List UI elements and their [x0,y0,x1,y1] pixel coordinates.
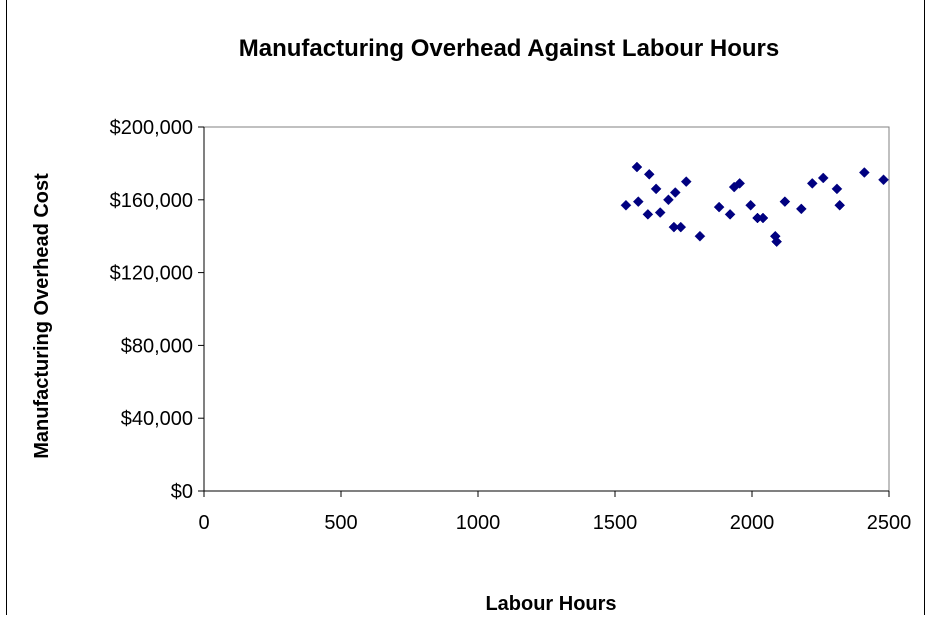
y-tick-label: $80,000 [121,335,193,357]
data-point [663,194,674,206]
x-tick-label: 500 [324,512,357,534]
plot-area-border [203,126,890,492]
chart-frame: Manufacturing Overhead Against Labour Ho… [6,0,925,615]
plot-area [203,126,890,492]
data-point [858,167,870,178]
y-tick-label: $160,000 [110,190,193,212]
data-point [650,183,662,195]
data-point [724,209,736,220]
x-tick-label: 2000 [730,512,775,534]
y-axis-title: Manufacturing Overhead Cost [31,173,53,459]
data-point [713,201,725,213]
data-point [745,199,756,211]
scatter-chart: Manufacturing Overhead Against Labour Ho… [31,35,912,615]
y-axis: $0 $40,000 $80,000 $120,000 $160,000 $200,000 [110,117,205,503]
data-point [632,196,644,207]
x-axis-title: Labour Hours [485,593,616,615]
x-tick-label: 0 [198,512,209,534]
x-tick-label: 1000 [456,512,501,534]
data-point [779,196,791,207]
data-point [834,199,846,211]
data-point [757,212,769,224]
data-point [631,161,643,173]
y-tick-label: $40,000 [121,408,193,430]
data-point [795,203,807,215]
data-point [643,168,655,180]
data-point [806,178,818,189]
data-point [680,176,692,187]
x-tick-label: 2500 [867,512,912,534]
data-point [675,221,687,233]
data-point [642,209,654,220]
data-point [620,199,632,211]
data-points [620,161,889,248]
data-point [878,174,889,186]
y-tick-label: $200,000 [110,117,193,139]
chart-title: Manufacturing Overhead Against Labour Ho… [239,35,780,62]
data-point [694,230,706,242]
y-tick-label: $120,000 [110,263,193,285]
x-axis: 0 500 1000 1500 2000 2500 [198,490,912,534]
y-tick-label: $0 [171,481,193,503]
data-point [831,183,843,195]
data-point [654,207,666,218]
x-tick-label: 1500 [593,512,638,534]
data-point [771,236,783,248]
data-point [817,172,829,184]
data-point [669,187,681,198]
data-point [734,178,746,189]
